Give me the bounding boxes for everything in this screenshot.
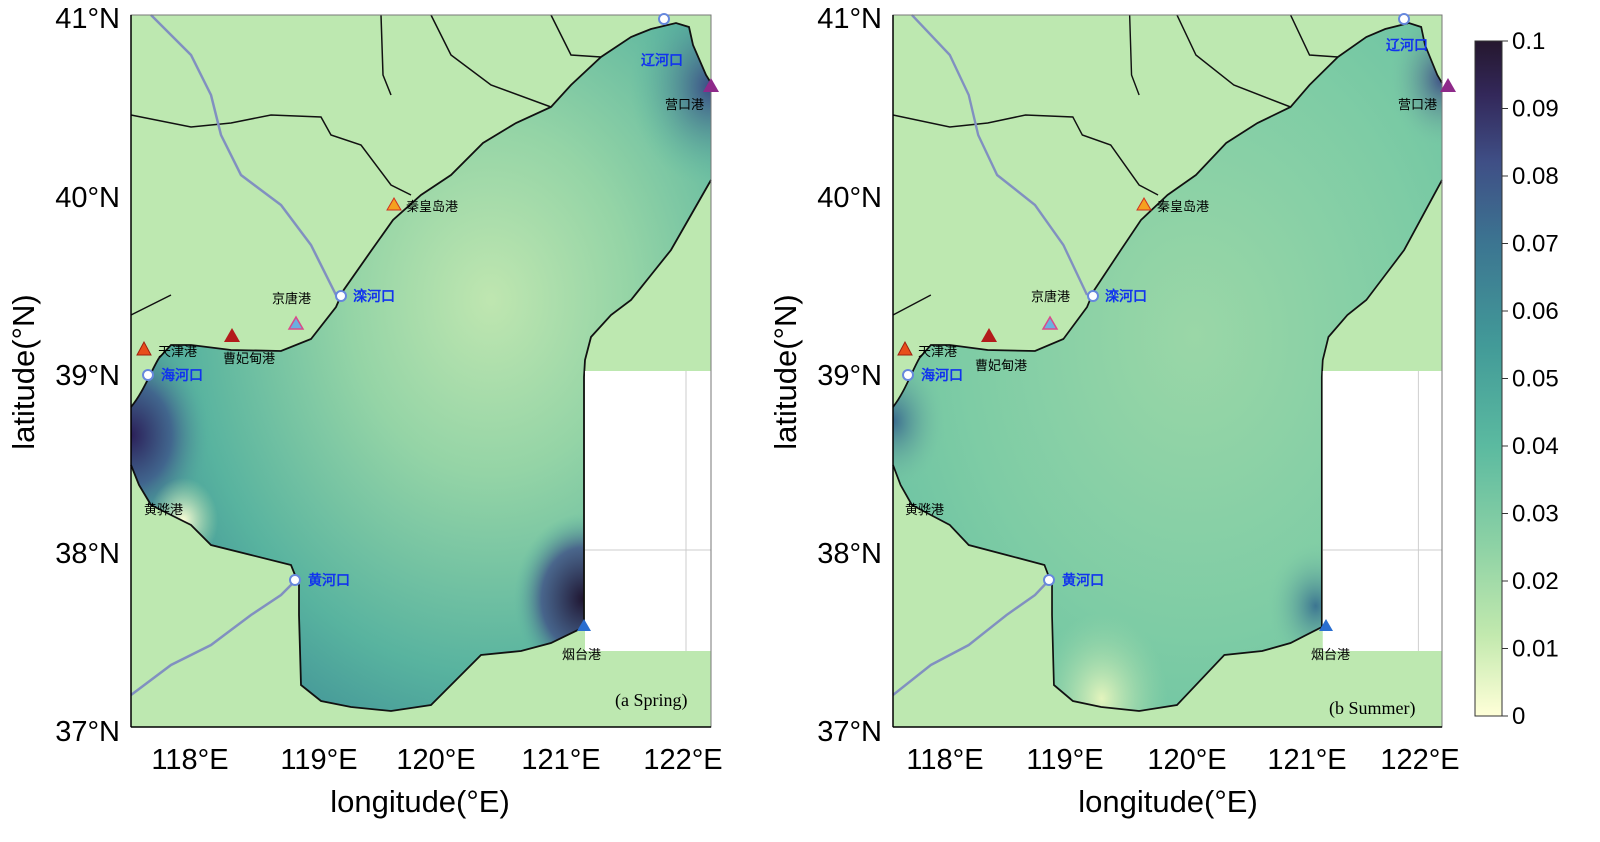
river-marker: [289, 574, 301, 586]
port-marker: [1041, 315, 1059, 330]
province-border: [130, 14, 602, 316]
river-label: 黄河口: [308, 572, 350, 589]
colorbar-tick-label: 0.05: [1512, 366, 1559, 393]
river-marker: [658, 13, 670, 25]
port-label: 烟台港: [1311, 648, 1350, 663]
river-marker: [902, 369, 914, 381]
port-label: 营口港: [665, 98, 704, 113]
x-tick-label: 120°E: [396, 744, 475, 776]
port-label: 曹妃甸港: [975, 359, 1027, 374]
axes-summer: 41°N 40°N 39°N 38°N 37°N 118°E 119°E 120…: [768, 3, 1460, 819]
port-label: 天津港: [918, 345, 957, 360]
port-marker: [1319, 619, 1333, 631]
x-tick-label: 118°E: [151, 744, 228, 776]
river-label: 海河口: [161, 367, 203, 384]
port-label: 曹妃甸港: [223, 352, 275, 367]
panel-summer: [892, 14, 1443, 727]
y-tick-label: 40°N: [817, 182, 882, 214]
y-tick-label: 39°N: [55, 360, 120, 392]
port-marker: [1136, 197, 1152, 211]
season-label: (a Spring): [615, 690, 687, 711]
port-marker: [136, 340, 152, 356]
port-label: 天津港: [158, 345, 197, 360]
port-marker: [897, 340, 913, 356]
river-label: 辽河口: [1386, 37, 1428, 54]
port-label: 烟台港: [562, 648, 601, 663]
port-marker: [386, 197, 402, 211]
river-line: [130, 14, 338, 696]
port-label: 秦皇岛港: [1157, 199, 1209, 215]
river-marker: [1043, 574, 1055, 586]
river-label: 黄河口: [1062, 572, 1104, 589]
markers-spring: 天津港 曹妃甸港 京唐港 秦皇岛港 营口港 烟台港 黄骅港 海河口 滦河口 黄河…: [136, 13, 719, 711]
port-marker: [703, 78, 719, 92]
port-marker: [981, 328, 997, 342]
colorbar-tick-label: 0: [1512, 703, 1525, 730]
out-of-domain-area: [1322, 371, 1443, 651]
colorbar-tick-label: 0.01: [1512, 636, 1559, 663]
colorbar-tick-label: 0.02: [1512, 568, 1559, 595]
river-label: 辽河口: [641, 52, 683, 69]
season-label: (b Summer): [1329, 698, 1415, 719]
port-label: 营口港: [1398, 98, 1437, 113]
colorbar-tick-label: 0.06: [1512, 298, 1559, 325]
y-tick-label: 37°N: [817, 716, 882, 748]
colorbar-tick-label: 0.08: [1512, 163, 1559, 190]
markers-summer: 天津港 曹妃甸港 京唐港 秦皇岛港 营口港 烟台港 黄骅港 海河口 滦河口 黄河…: [897, 13, 1456, 719]
y-tick-label: 38°N: [55, 538, 120, 570]
x-tick-label: 120°E: [1147, 744, 1226, 776]
colorbar-tick-label: 0.04: [1512, 433, 1559, 460]
port-marker: [1440, 78, 1456, 92]
x-tick-label: 119°E: [280, 744, 357, 776]
x-tick-label: 121°E: [521, 744, 600, 776]
river-label: 滦河口: [353, 288, 395, 305]
y-axis-label: latitude(°N): [6, 294, 41, 449]
y-tick-label: 41°N: [817, 3, 882, 35]
panel-spring: [130, 14, 712, 727]
port-label: 京唐港: [272, 291, 311, 307]
y-axis-label: latitude(°N): [768, 294, 803, 449]
port-label: 秦皇岛港: [406, 199, 458, 215]
river-marker: [1087, 290, 1099, 302]
colorbar-tick-label: 0.07: [1512, 231, 1559, 258]
colorbar-tick-label: 0.1: [1512, 28, 1545, 55]
river-marker: [142, 369, 154, 381]
port-label: 黄骅港: [144, 503, 183, 518]
x-tick-label: 122°E: [1380, 744, 1459, 776]
y-tick-label: 40°N: [55, 182, 120, 214]
x-axis-label: longitude(°E): [330, 784, 510, 819]
y-tick-label: 38°N: [817, 538, 882, 570]
colorbar-gradient: [1474, 40, 1503, 717]
port-label: 京唐港: [1031, 289, 1070, 305]
colorbar-ticks: 0.1 0.09 0.08 0.07 0.06 0.05 0.04 0.03 0.02 0.01 0: [1502, 28, 1559, 730]
x-tick-label: 122°E: [643, 744, 722, 776]
out-of-domain-area: [585, 371, 711, 651]
x-tick-label: 119°E: [1026, 744, 1103, 776]
river-label: 滦河口: [1105, 288, 1147, 305]
y-tick-label: 37°N: [55, 716, 120, 748]
port-label: 黄骅港: [905, 503, 944, 518]
river-marker: [1398, 13, 1410, 25]
x-axis-label: longitude(°E): [1078, 784, 1258, 819]
river-line: [892, 14, 1089, 696]
y-tick-label: 39°N: [817, 360, 882, 392]
river-label: 海河口: [921, 367, 963, 384]
river-marker: [335, 290, 347, 302]
port-marker: [224, 328, 240, 342]
x-tick-label: 118°E: [906, 744, 983, 776]
colorbar-tick-label: 0.09: [1512, 96, 1559, 123]
colorbar: 0.1 0.09 0.08 0.07 0.06 0.05 0.04 0.03 0.02 0.01 0: [1474, 28, 1559, 730]
province-border: [892, 14, 1338, 316]
y-tick-label: 41°N: [55, 3, 120, 35]
port-marker: [287, 315, 305, 330]
port-marker: [577, 619, 591, 631]
axes-spring: 41°N 40°N 39°N 38°N 37°N 118°E 119°E 120…: [6, 3, 723, 819]
colorbar-tick-label: 0.03: [1512, 501, 1559, 528]
x-tick-label: 121°E: [1267, 744, 1346, 776]
